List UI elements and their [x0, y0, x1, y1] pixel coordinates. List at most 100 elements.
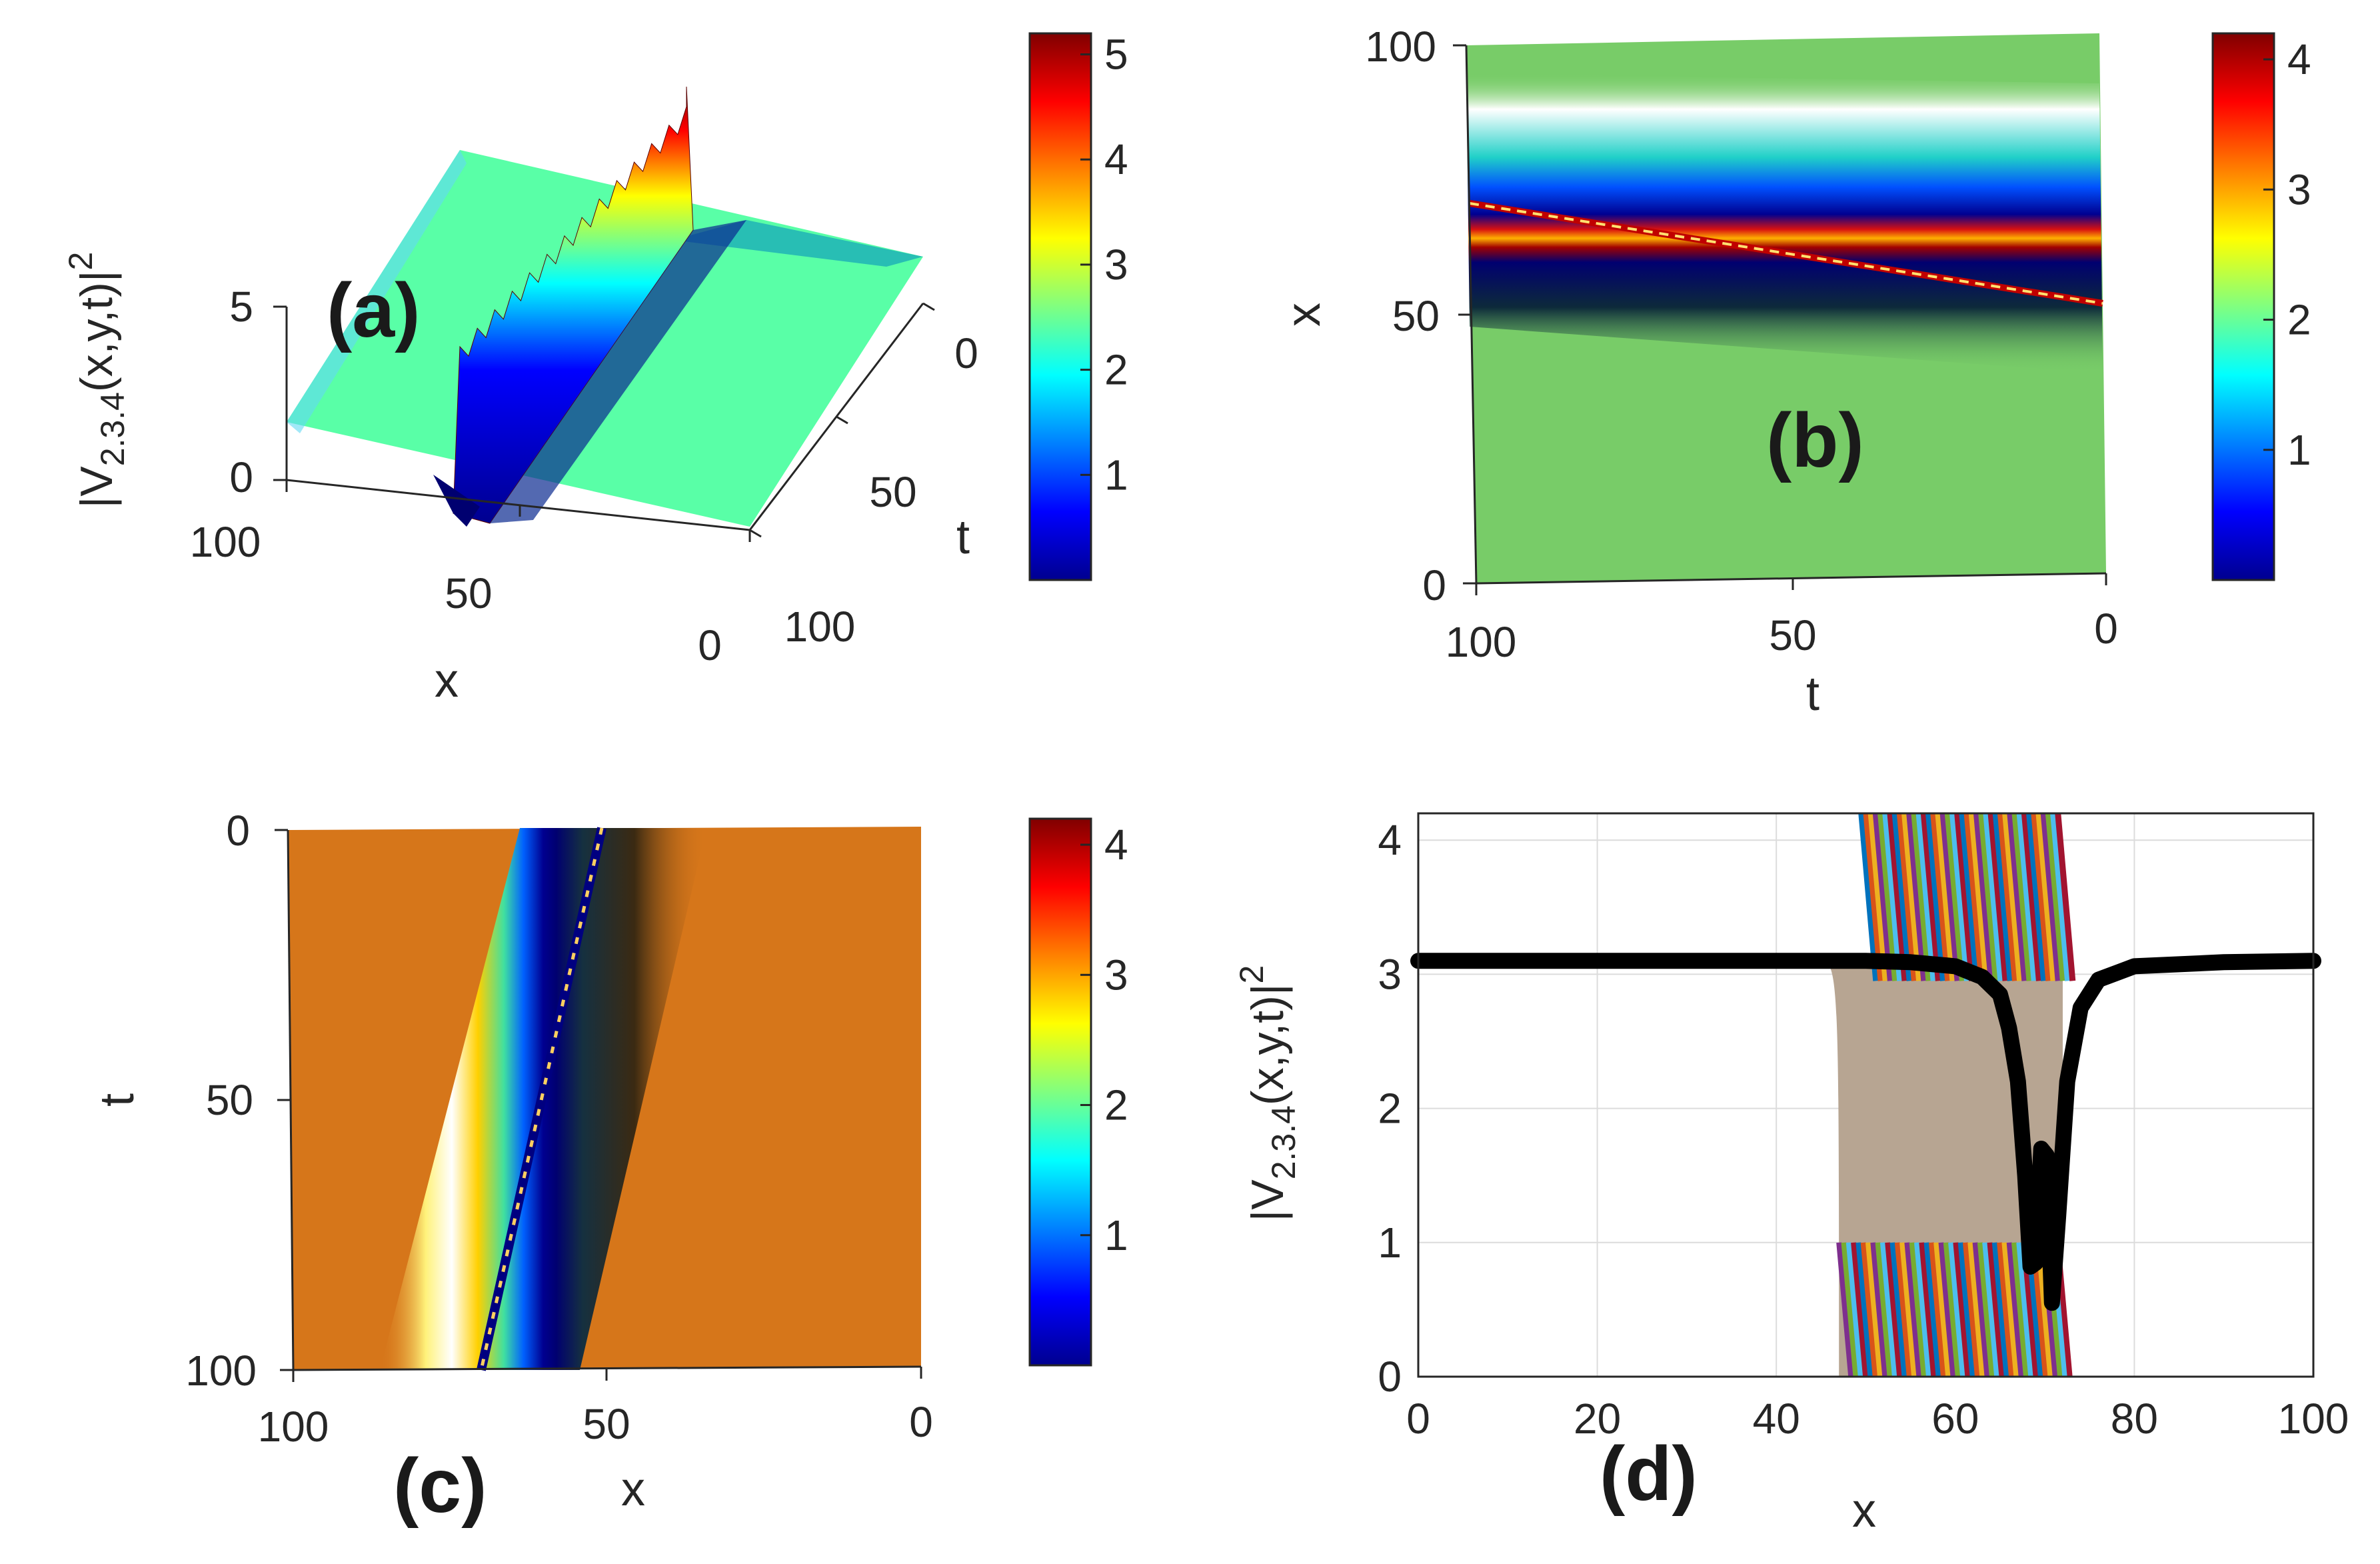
- panel-a-trough: [433, 475, 480, 527]
- panel-c-label: (c): [393, 1443, 487, 1529]
- panel-d-band-stripe: [1983, 813, 2004, 981]
- panel-b-soliton-band: [1466, 73, 2103, 373]
- panel-d-band-stripe: [1872, 813, 1893, 981]
- panel-d-y-tick-4: 4: [1378, 816, 1402, 864]
- panel-c-colorbar-tick-4: 4: [1104, 821, 1128, 869]
- panel-b-axes: [1453, 44, 2107, 595]
- panel-d-band-stripe: [2011, 813, 2033, 981]
- panel-d-band-stripe: [1901, 813, 1923, 981]
- panel-b-core-yellow: [1469, 202, 2103, 305]
- panel-d-band-stripe: [1914, 1242, 1931, 1377]
- panel-c-core-dots: [479, 827, 604, 1371]
- panel-b-colorbar-ticks: 4 3 2 1: [2263, 35, 2311, 474]
- panel-d-band-stripe: [1978, 813, 1999, 981]
- panel-c-x-tick-50: 50: [583, 1400, 630, 1448]
- panel-c-y-tick-0: 0: [226, 807, 250, 855]
- panel-d-band-stripe: [1925, 813, 1946, 981]
- panel-a-t-tick-50: 50: [869, 468, 916, 516]
- panel-a-colorbar-tick-3: 3: [1104, 241, 1128, 289]
- panel-b-y-axis-label: x: [1277, 303, 1330, 327]
- panel-a-colorbar-ticks: 5 4 3 2 1: [1080, 31, 1128, 499]
- panel-d-band-stripe: [1919, 1242, 1937, 1377]
- panel-d-y-tick-1: 1: [1378, 1219, 1402, 1267]
- panel-d-band-stripe: [1894, 1242, 1912, 1377]
- panel-d-x-tick-60: 60: [1931, 1395, 1979, 1443]
- panel-a-colorbar-tick-5: 5: [1104, 31, 1128, 79]
- panel-d-tick-labels: 0 20 40 60 80 100 0 1 2 3 4: [1378, 816, 2349, 1443]
- panel-a-x-tick-50: 50: [445, 569, 492, 617]
- panel-d-band-stripe: [1953, 1242, 1971, 1377]
- panel-c-y-tick-50: 50: [206, 1076, 253, 1124]
- panel-a-axes: [273, 302, 935, 542]
- panel-b-x-tick-0: 0: [2094, 605, 2118, 653]
- panel-d-band-stripe: [1933, 1242, 1951, 1377]
- panel-d: 0 20 40 60 80 100 0 1 2 3 4 x |V2.3.4(x,y,t)|2 (d): [1233, 812, 2349, 1537]
- panel-d-x-tick-20: 20: [1574, 1395, 1621, 1443]
- panel-d-band-stripe: [1867, 813, 1889, 981]
- panel-d-band-stripe: [1973, 813, 1994, 981]
- panel-c-x-tick-0: 0: [909, 1398, 933, 1446]
- panel-d-band-stripe: [1899, 1242, 1917, 1377]
- panel-d-band-stripe: [1870, 1242, 1888, 1377]
- panel-b-y-tick-0: 0: [1422, 561, 1446, 609]
- panel-d-band-stripe: [2021, 813, 2042, 981]
- panel-a-label: (a): [327, 268, 421, 353]
- panel-d-y-tick-3: 3: [1378, 950, 1402, 998]
- panel-a-x-tick-0: 0: [698, 621, 722, 669]
- panel-b-y-tick-100: 100: [1365, 23, 1436, 71]
- panel-d-band-stripe: [1982, 1242, 2000, 1377]
- panel-b-colorbar-tick-2: 2: [2287, 296, 2311, 344]
- panel-b-colorbar-tick-1: 1: [2287, 426, 2311, 474]
- panel-a-ridge-shadow: [490, 220, 746, 523]
- panel-d-band-stripe: [1841, 1242, 1859, 1377]
- panel-d-band-stripe: [2045, 813, 2066, 981]
- panel-c-y-axis-label: t: [91, 1093, 144, 1107]
- panel-d-band-stripe: [1943, 1242, 1961, 1377]
- panel-d-label: (d): [1600, 1431, 1698, 1517]
- panel-d-band-stripe: [1992, 813, 2013, 981]
- panel-a-z-axis-label: |V2.3.4(x,y,t)|2: [62, 252, 131, 509]
- panel-b-x-axis-label: t: [1806, 667, 1819, 721]
- panel-d-band-upper: [1858, 813, 2076, 981]
- panel-d-oscillation-band: [1821, 813, 2076, 1377]
- panel-b: 100 50 0 100 50 0 t x (b) 4 3 2 1: [1277, 23, 2311, 721]
- panel-d-band-stripe: [1863, 813, 1884, 981]
- panel-d-band-stripe: [1949, 813, 1970, 981]
- panel-d-band-stripe: [1987, 813, 2009, 981]
- panel-d-band-stripe: [1909, 1242, 1927, 1377]
- panel-d-band-stripe: [1896, 813, 1917, 981]
- panel-d-band-stripe: [2016, 813, 2037, 981]
- panel-b-y-tick-50: 50: [1392, 292, 1440, 340]
- panel-d-band-stripe: [1928, 1242, 1946, 1377]
- panel-d-axes-box: [1417, 812, 2315, 1378]
- panel-d-band-stripe: [1944, 813, 1965, 981]
- panel-c-colorbar: [1028, 817, 1092, 1367]
- panel-d-band-stripe: [1991, 1242, 2009, 1377]
- panel-b-x-tick-50: 50: [1769, 611, 1816, 659]
- panel-d-band-stripe: [2001, 1242, 2019, 1377]
- panel-a-colorbar-tick-4: 4: [1104, 135, 1128, 183]
- panel-d-band-stripe: [1977, 1242, 1995, 1377]
- panel-d-band-stripe: [1972, 1242, 1990, 1377]
- panel-c-heatmap: [288, 827, 921, 1371]
- panel-d-band-stripe: [1920, 813, 1941, 981]
- panel-d-band-stripe: [1858, 813, 1879, 981]
- panel-a-surface: [287, 86, 923, 527]
- panel-a-x-axis-label: x: [435, 654, 459, 707]
- panel-d-band-stripe: [1877, 813, 1899, 981]
- panel-d-band-stripe: [1930, 813, 1951, 981]
- panel-d-band-stripe: [1906, 813, 1927, 981]
- panel-d-band-stripe: [1904, 1242, 1922, 1377]
- panel-d-band-stripe: [1879, 1242, 1897, 1377]
- panel-d-band-stripe: [2050, 813, 2071, 981]
- panel-d-band-stripe: [1865, 1242, 1883, 1377]
- panel-d-band-stripe: [1957, 1242, 1975, 1377]
- panel-b-colorbar-tick-4: 4: [2287, 35, 2311, 83]
- panel-a-colorbar-tick-2: 2: [1104, 346, 1128, 394]
- panel-d-x-axis-label: x: [1852, 1484, 1876, 1537]
- panel-d-band-stripe: [1836, 1242, 1854, 1377]
- panel-a-plateau-highlight: [287, 150, 467, 433]
- panel-d-band-stripe: [1885, 1242, 1903, 1377]
- panel-d-band-stripe: [1968, 813, 1989, 981]
